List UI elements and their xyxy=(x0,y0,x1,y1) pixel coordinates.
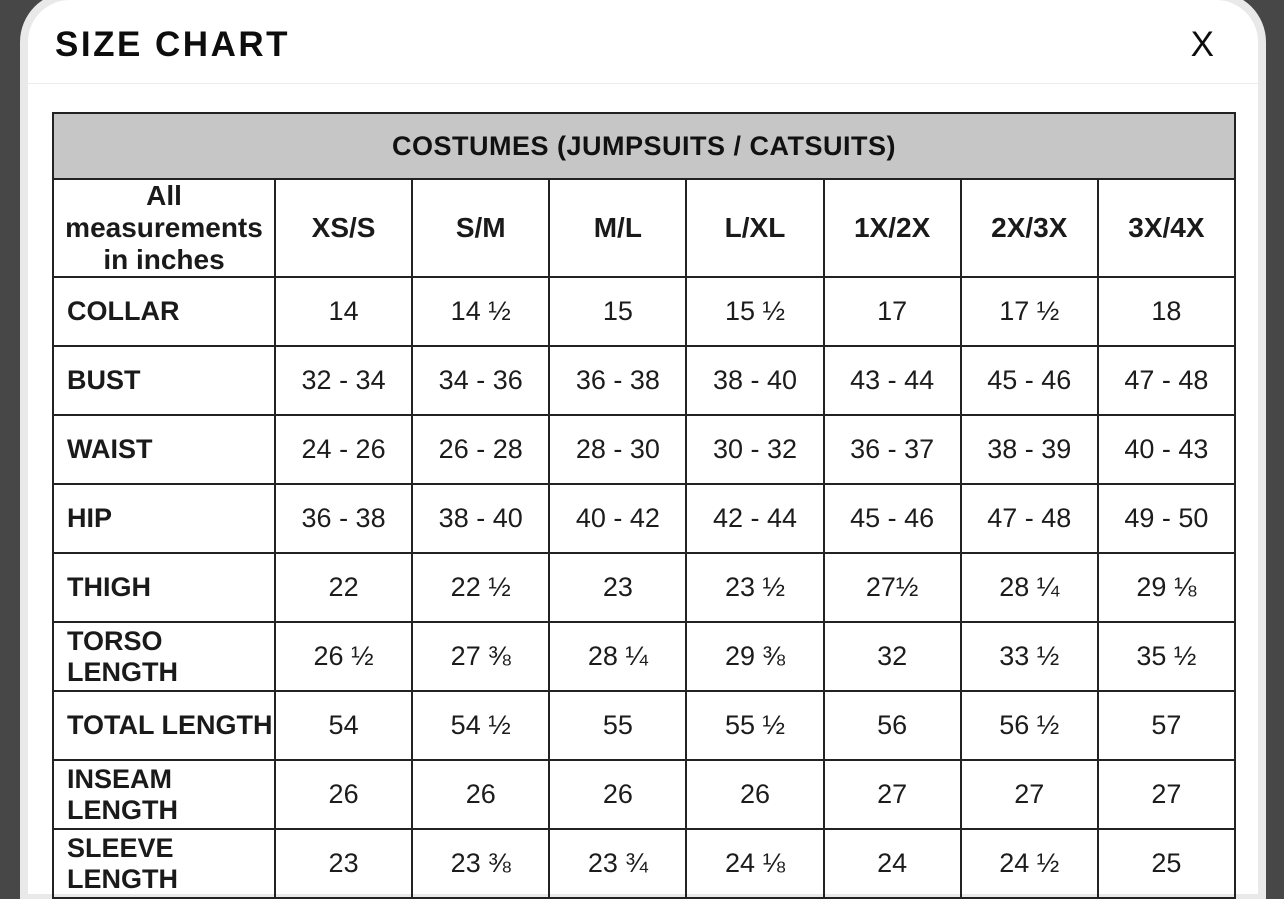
table-row: SLEEVE LENGTH 23 23 ⅜ 23 ¾ 24 ⅛ 24 24 ½ … xyxy=(53,829,1235,898)
measurement-cell: 38 - 40 xyxy=(412,484,549,553)
row-label: INSEAM LENGTH xyxy=(53,760,275,829)
size-column-header: M/L xyxy=(549,179,686,277)
measurement-cell: 54 ½ xyxy=(412,691,549,760)
measurement-cell: 55 ½ xyxy=(686,691,823,760)
measurement-cell: 35 ½ xyxy=(1098,622,1235,691)
measurement-cell: 26 xyxy=(686,760,823,829)
measurement-cell: 45 - 46 xyxy=(961,346,1098,415)
size-chart-modal: SIZE CHART X COSTUMES (JUMPSUITS / CATSU… xyxy=(28,0,1258,894)
table-row: COLLAR 14 14 ½ 15 15 ½ 17 17 ½ 18 xyxy=(53,277,1235,346)
measurement-cell: 27 xyxy=(1098,760,1235,829)
table-caption-row: COSTUMES (JUMPSUITS / CATSUITS) xyxy=(53,113,1235,179)
size-header-row: All measurements in inches XS/S S/M M/L … xyxy=(53,179,1235,277)
table-row: BUST 32 - 34 34 - 36 36 - 38 38 - 40 43 … xyxy=(53,346,1235,415)
measurement-cell: 47 - 48 xyxy=(1098,346,1235,415)
measurement-cell: 57 xyxy=(1098,691,1235,760)
row-label: WAIST xyxy=(53,415,275,484)
size-column-header: 1X/2X xyxy=(824,179,961,277)
measurement-cell: 22 ½ xyxy=(412,553,549,622)
row-label: THIGH xyxy=(53,553,275,622)
modal-header: SIZE CHART X xyxy=(28,0,1258,84)
table-row: TORSO LENGTH 26 ½ 27 ⅜ 28 ¼ 29 ⅜ 32 33 ½… xyxy=(53,622,1235,691)
measurement-cell: 23 ⅜ xyxy=(412,829,549,898)
measurement-cell: 32 xyxy=(824,622,961,691)
size-column-header: L/XL xyxy=(686,179,823,277)
measurement-unit-note: All measurements in inches xyxy=(53,179,275,277)
close-button[interactable]: X xyxy=(1185,25,1220,64)
measurement-cell: 27 ⅜ xyxy=(412,622,549,691)
measurement-cell: 22 xyxy=(275,553,412,622)
measurement-cell: 47 - 48 xyxy=(961,484,1098,553)
table-row: HIP 36 - 38 38 - 40 40 - 42 42 - 44 45 -… xyxy=(53,484,1235,553)
measurement-cell: 26 xyxy=(549,760,686,829)
measurement-cell: 33 ½ xyxy=(961,622,1098,691)
measurement-cell: 15 ½ xyxy=(686,277,823,346)
measurement-cell: 25 xyxy=(1098,829,1235,898)
measurement-cell: 30 - 32 xyxy=(686,415,823,484)
row-label: COLLAR xyxy=(53,277,275,346)
size-chart-table: COSTUMES (JUMPSUITS / CATSUITS) All meas… xyxy=(52,112,1236,899)
measurement-cell: 32 - 34 xyxy=(275,346,412,415)
size-column-header: XS/S xyxy=(275,179,412,277)
measurement-cell: 26 ½ xyxy=(275,622,412,691)
measurement-cell: 24 ⅛ xyxy=(686,829,823,898)
measurement-cell: 14 ½ xyxy=(412,277,549,346)
size-column-header: 3X/4X xyxy=(1098,179,1235,277)
measurement-cell: 23 ½ xyxy=(686,553,823,622)
measurement-cell: 24 - 26 xyxy=(275,415,412,484)
row-label: HIP xyxy=(53,484,275,553)
measurement-cell: 29 ⅛ xyxy=(1098,553,1235,622)
measurement-cell: 55 xyxy=(549,691,686,760)
measurement-cell: 23 xyxy=(275,829,412,898)
page-title: SIZE CHART xyxy=(55,25,290,65)
measurement-cell: 45 - 46 xyxy=(824,484,961,553)
measurement-cell: 27½ xyxy=(824,553,961,622)
measurement-cell: 27 xyxy=(961,760,1098,829)
measurement-cell: 28 ¼ xyxy=(961,553,1098,622)
measurement-cell: 36 - 38 xyxy=(549,346,686,415)
table-caption: COSTUMES (JUMPSUITS / CATSUITS) xyxy=(53,113,1235,179)
measurement-cell: 23 ¾ xyxy=(549,829,686,898)
measurement-cell: 34 - 36 xyxy=(412,346,549,415)
measurement-cell: 49 - 50 xyxy=(1098,484,1235,553)
measurement-cell: 28 ¼ xyxy=(549,622,686,691)
measurement-cell: 40 - 42 xyxy=(549,484,686,553)
size-column-header: 2X/3X xyxy=(961,179,1098,277)
measurement-cell: 26 xyxy=(412,760,549,829)
measurement-cell: 38 - 40 xyxy=(686,346,823,415)
table-row: THIGH 22 22 ½ 23 23 ½ 27½ 28 ¼ 29 ⅛ xyxy=(53,553,1235,622)
measurement-cell: 43 - 44 xyxy=(824,346,961,415)
measurement-cell: 56 xyxy=(824,691,961,760)
measurement-cell: 40 - 43 xyxy=(1098,415,1235,484)
table-row: WAIST 24 - 26 26 - 28 28 - 30 30 - 32 36… xyxy=(53,415,1235,484)
table-row: INSEAM LENGTH 26 26 26 26 27 27 27 xyxy=(53,760,1235,829)
row-label: SLEEVE LENGTH xyxy=(53,829,275,898)
measurement-cell: 18 xyxy=(1098,277,1235,346)
measurement-cell: 29 ⅜ xyxy=(686,622,823,691)
table-container: COSTUMES (JUMPSUITS / CATSUITS) All meas… xyxy=(28,84,1258,899)
measurement-cell: 36 - 38 xyxy=(275,484,412,553)
measurement-cell: 38 - 39 xyxy=(961,415,1098,484)
measurement-cell: 14 xyxy=(275,277,412,346)
measurement-cell: 17 ½ xyxy=(961,277,1098,346)
table-row: TOTAL LENGTH 54 54 ½ 55 55 ½ 56 56 ½ 57 xyxy=(53,691,1235,760)
size-column-header: S/M xyxy=(412,179,549,277)
measurement-cell: 24 xyxy=(824,829,961,898)
measurement-cell: 24 ½ xyxy=(961,829,1098,898)
measurement-cell: 36 - 37 xyxy=(824,415,961,484)
row-label: TOTAL LENGTH xyxy=(53,691,275,760)
measurement-cell: 27 xyxy=(824,760,961,829)
measurement-cell: 26 xyxy=(275,760,412,829)
row-label: TORSO LENGTH xyxy=(53,622,275,691)
measurement-cell: 15 xyxy=(549,277,686,346)
measurement-cell: 28 - 30 xyxy=(549,415,686,484)
measurement-cell: 56 ½ xyxy=(961,691,1098,760)
measurement-cell: 26 - 28 xyxy=(412,415,549,484)
measurement-cell: 54 xyxy=(275,691,412,760)
measurement-cell: 17 xyxy=(824,277,961,346)
measurement-cell: 23 xyxy=(549,553,686,622)
row-label: BUST xyxy=(53,346,275,415)
measurement-cell: 42 - 44 xyxy=(686,484,823,553)
